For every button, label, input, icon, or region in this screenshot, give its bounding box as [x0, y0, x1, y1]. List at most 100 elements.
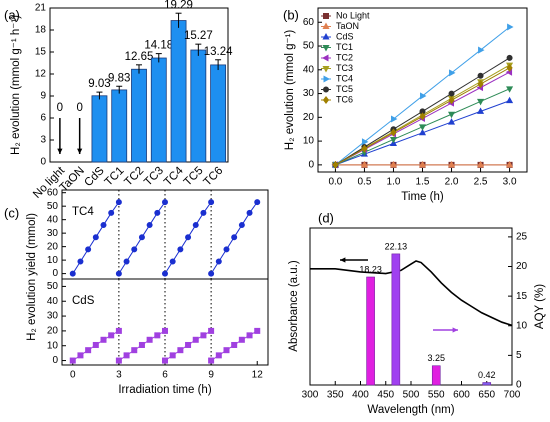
marker [360, 160, 368, 168]
marker [477, 80, 484, 89]
marker [420, 92, 427, 100]
x-tick-label: 1.0 [387, 177, 401, 188]
legend-label: TC2 [336, 52, 353, 62]
marker [192, 336, 199, 343]
marker [85, 246, 92, 253]
y-tick-label: 21 [35, 3, 47, 14]
y-tick-label: 0 [52, 355, 58, 366]
marker [477, 72, 484, 79]
y-tick-label: 9 [40, 91, 46, 102]
y-tick-label: 10 [47, 340, 59, 351]
marker [506, 96, 514, 104]
panel-label: (b) [283, 7, 299, 22]
marker [322, 33, 330, 40]
x-axis-label: Wavelength (nm) [367, 404, 454, 416]
bar [210, 64, 227, 163]
x-tick-label: 6 [162, 370, 168, 381]
marker [161, 327, 168, 334]
panel-label: (a) [4, 7, 20, 22]
marker [200, 332, 207, 339]
y-tick-label: 12 [35, 69, 47, 80]
marker [215, 258, 222, 265]
x-tick-label: TC1 [103, 165, 127, 189]
x-tick-label: TC2 [122, 165, 146, 189]
absorbance-line [310, 260, 513, 327]
y2-tick-label: 10 [516, 320, 528, 331]
marker [322, 54, 329, 62]
x-tick-label: 3 [116, 370, 122, 381]
y-tick-label: 60 [47, 187, 59, 198]
x-tick-label: CdS [82, 165, 107, 190]
marker [322, 66, 330, 73]
marker [506, 54, 513, 61]
x-tick-label: 2.5 [474, 177, 488, 188]
marker [361, 144, 368, 153]
y-tick-label: 0 [40, 157, 46, 168]
value-label: 14.18 [144, 40, 173, 52]
y-axis-label: Absorbance (a.u.) [288, 260, 300, 352]
plot-frame [309, 227, 513, 386]
value-label: 15.27 [184, 30, 213, 42]
x-tick-label: 0.0 [328, 177, 342, 188]
x-tick-label: 600 [453, 390, 470, 401]
value-label: 12.65 [125, 51, 154, 63]
marker [506, 160, 514, 168]
marker [123, 352, 130, 359]
arrow-head [77, 148, 83, 154]
x-tick-label: 350 [327, 390, 344, 401]
marker [254, 199, 261, 206]
marker [223, 347, 230, 354]
bar [431, 365, 441, 386]
marker [185, 234, 192, 241]
y-tick-label: 15 [35, 47, 47, 58]
y-tick-label: 50 [47, 281, 59, 292]
marker [231, 234, 238, 241]
y-axis-label: H₂ evolution (mmol g⁻¹ h⁻¹) [10, 15, 22, 155]
marker [208, 199, 215, 206]
x-tick-label: TC5 [182, 165, 206, 189]
x-tick-label: 1.5 [416, 177, 430, 188]
x-tick-label: 9 [208, 370, 214, 381]
marker [215, 352, 222, 359]
x-tick-label: 700 [504, 390, 521, 401]
marker [169, 258, 176, 265]
value-label: 22.13 [385, 241, 408, 251]
marker [100, 336, 107, 343]
legend-label: TaON [336, 21, 359, 31]
y-tick-label: 0 [52, 268, 58, 279]
marker [448, 90, 455, 97]
y2-tick-label: 0 [516, 380, 522, 391]
y-tick-label: 50 [303, 41, 315, 52]
marker [477, 98, 485, 106]
marker [322, 95, 330, 105]
marker [390, 115, 398, 123]
marker [419, 112, 426, 121]
annotation: CdS [72, 295, 95, 307]
x-tick-label: 0.5 [357, 177, 371, 188]
arrow-head [340, 257, 346, 263]
marker [418, 128, 427, 136]
y-tick-label: 40 [47, 296, 59, 307]
legend-label: TC5 [336, 84, 353, 94]
marker [208, 357, 215, 364]
legend-label: TC3 [336, 63, 353, 73]
legend-label: TC6 [336, 94, 353, 104]
arrow-head [57, 148, 63, 154]
y2-tick-label: 15 [516, 291, 528, 302]
marker [131, 246, 138, 253]
marker [185, 341, 192, 348]
marker [322, 22, 330, 29]
marker [389, 160, 398, 168]
marker [108, 332, 115, 339]
marker [77, 258, 84, 265]
marker [246, 332, 253, 339]
marker [92, 341, 99, 348]
marker [322, 45, 330, 52]
y-tick-label: 20 [47, 326, 59, 337]
legend-label: TC4 [336, 73, 353, 83]
legend-label: TC1 [336, 42, 353, 52]
marker [238, 336, 245, 343]
y-tick-label: 3 [40, 135, 46, 146]
value-label: 13.24 [204, 46, 233, 58]
x-tick-label: TC6 [202, 165, 226, 189]
